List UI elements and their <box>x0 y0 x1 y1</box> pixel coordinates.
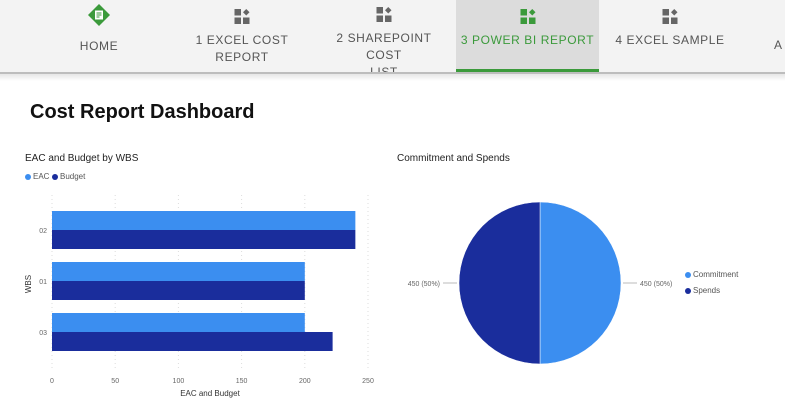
x-tick-label: 100 <box>173 378 185 385</box>
page-title: Cost Report Dashboard <box>30 101 255 123</box>
bar-eac-01[interactable] <box>52 262 305 281</box>
legend-label-spends: Spends <box>693 286 721 295</box>
legend-item-eac[interactable]: EAC <box>25 172 49 181</box>
report-grid-icon <box>662 9 678 24</box>
tab-excel-sample-label: 4 EXCEL SAMPLE <box>615 33 725 47</box>
pie-data-label: 450 (50%) <box>408 281 440 288</box>
x-tick-label: 200 <box>299 378 311 385</box>
tab-power-bi-report-label: 3 POWER BI REPORT <box>460 33 595 47</box>
tab-excel-sample[interactable]: 4 EXCEL SAMPLE <box>612 0 728 72</box>
home-report-icon <box>88 4 110 26</box>
bar-budget-01[interactable] <box>52 281 305 300</box>
legend-dot-commitment <box>685 271 691 278</box>
x-axis-title: EAC and Budget <box>180 389 240 398</box>
report-grid-icon <box>520 9 535 24</box>
y-tick-label: 02 <box>39 228 47 235</box>
tab-excel-cost-report[interactable]: 1 EXCEL COST REPORT <box>172 0 312 72</box>
legend-item-commitment[interactable]: Commitment <box>685 270 738 279</box>
bar-chart-title: EAC and Budget by WBS <box>25 153 139 164</box>
legend-label-eac: EAC <box>33 172 50 181</box>
top-nav-bar: HOME 1 EXCEL COST REPORT 2 SHAREPOINT CO… <box>0 0 785 79</box>
tab-power-bi-report[interactable]: 3 POWER BI REPORT <box>456 0 599 72</box>
pie-data-label: 450 (50%) <box>640 281 672 288</box>
tab-overflow-label: A <box>774 38 783 52</box>
tab-excel-cost-report-label: 1 EXCEL COST REPORT <box>195 33 289 64</box>
y-tick-label: 03 <box>39 330 47 337</box>
x-tick-label: 0 <box>50 378 54 385</box>
active-tab-underline <box>456 69 599 72</box>
x-tick-label: 150 <box>236 378 248 385</box>
pie-slice-spends[interactable] <box>458 201 541 365</box>
pie-slice-commitment[interactable] <box>539 201 622 365</box>
legend-dot-eac <box>25 173 31 180</box>
legend-dot-budget <box>52 173 58 180</box>
legend-dot-spends <box>685 287 691 294</box>
bar-budget-03[interactable] <box>52 332 333 351</box>
legend-label-budget: Budget <box>60 172 86 181</box>
tab-home[interactable]: HOME <box>62 0 136 72</box>
report-grid-icon <box>234 9 250 24</box>
bar-eac-03[interactable] <box>52 313 305 332</box>
legend-item-spends[interactable]: Spends <box>685 286 720 295</box>
x-tick-label: 50 <box>111 378 119 385</box>
bar-eac-02[interactable] <box>52 211 356 230</box>
nav-shadow <box>0 72 785 81</box>
bar-budget-02[interactable] <box>52 230 356 249</box>
y-axis-title: WBS <box>24 275 33 293</box>
tab-home-label: HOME <box>79 39 119 53</box>
x-tick-label: 250 <box>362 378 374 385</box>
legend-item-budget[interactable]: Budget <box>52 172 85 181</box>
tab-overflow[interactable]: A <box>774 0 785 72</box>
y-tick-label: 01 <box>39 279 47 286</box>
pie-chart-title: Commitment and Spends <box>397 153 510 164</box>
report-grid-icon <box>376 7 392 22</box>
legend-label-commitment: Commitment <box>693 270 739 279</box>
